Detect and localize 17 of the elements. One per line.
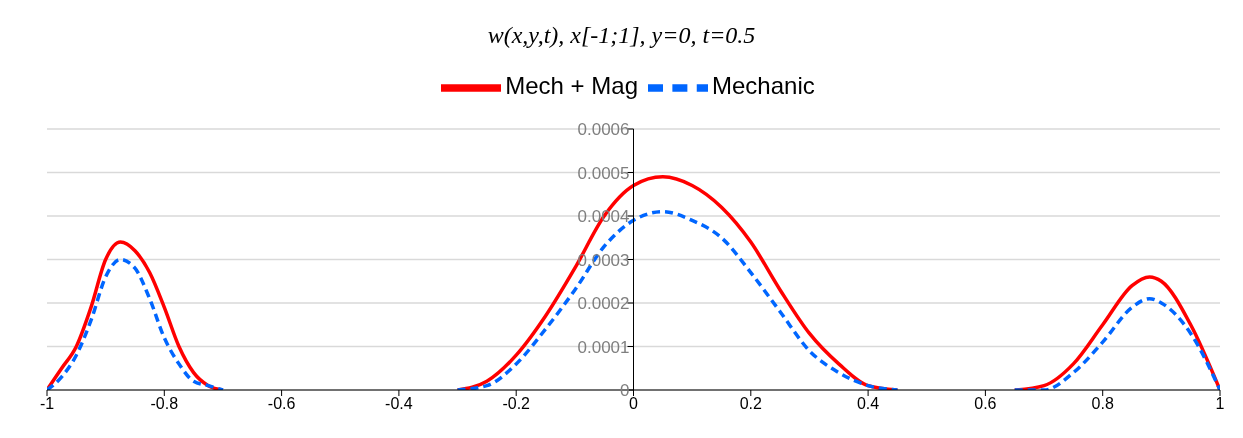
x-tick-label: -0.4 xyxy=(385,395,413,413)
x-tick-label: -0.2 xyxy=(502,395,531,413)
x-tick-label: 0.8 xyxy=(1091,395,1114,413)
x-tick-label: 0.6 xyxy=(974,395,997,413)
x-tick-label: -0.6 xyxy=(267,395,296,413)
y-tick-label: 0.0002 xyxy=(577,294,630,313)
y-tick-label: 0.0001 xyxy=(577,337,630,357)
y-tick-label: 0.0005 xyxy=(577,163,630,183)
x-tick-label: -0.8 xyxy=(150,395,179,413)
x-tick-label: -1 xyxy=(39,395,55,413)
x-tick-label: 0.2 xyxy=(739,395,763,413)
chart-title: w(x,y,t), x[-1;1], y=0, t=0.5 xyxy=(486,22,757,49)
legend-label: Mech + Mag xyxy=(505,72,638,100)
x-tick-label: 1 xyxy=(1215,395,1225,413)
x-tick-label: 0.4 xyxy=(856,395,880,413)
legend-label: Mechanic xyxy=(712,72,815,100)
y-tick-label: 0.0006 xyxy=(577,120,630,139)
